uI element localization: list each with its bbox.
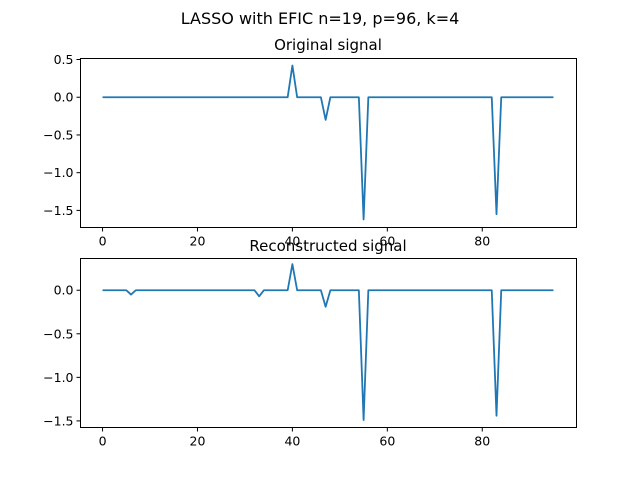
original-y-tick-label: −1.0 (43, 165, 73, 180)
original-x-tick-label: 60 (379, 234, 395, 249)
original-signal-title: Original signal (274, 36, 382, 54)
original-y-tick-label: −1.5 (43, 203, 73, 218)
reconstructed-y-tick-label: −1.0 (43, 370, 73, 385)
reconstructed-x-tick-label: 60 (379, 434, 395, 449)
reconstructed-x-tick-label: 40 (284, 434, 300, 449)
original-x-tick-label: 40 (284, 234, 300, 249)
original-y-tick-label: −0.5 (43, 127, 73, 142)
reconstructed-signal-plot: 0 20 40 60 80 0.0 −0.5 −1.0 −1.5 Reconstructed si… (43, 237, 577, 449)
original-axes-frame (80, 58, 577, 228)
reconstructed-x-tick-label: 80 (474, 434, 490, 449)
reconstructed-signal-line (102, 263, 554, 421)
reconstructed-y-tick-label: −1.5 (43, 413, 73, 428)
original-x-tick-label: 0 (99, 234, 107, 249)
reconstructed-x-tick-label: 20 (190, 434, 206, 449)
original-signal-line (102, 64, 554, 221)
figure-title: LASSO with EFIC n=19, p=96, k=4 (181, 9, 460, 28)
reconstructed-y-tick-label: −0.5 (43, 326, 73, 341)
reconstructed-signal-title: Reconstructed signal (249, 237, 406, 255)
reconstructed-axes-frame (80, 258, 577, 428)
original-y-tick-label: 0.0 (54, 90, 74, 105)
original-signal-plot: 0 20 40 60 80 0.5 0.0 −0.5 −1.0 −1.5 Original sign… (43, 36, 577, 249)
original-y-tick-label: 0.5 (54, 52, 74, 67)
reconstructed-x-tick-label: 0 (99, 434, 107, 449)
reconstructed-y-tick-label: 0.0 (54, 283, 74, 298)
original-x-tick-label: 80 (474, 234, 490, 249)
original-x-tick-label: 20 (190, 234, 206, 249)
